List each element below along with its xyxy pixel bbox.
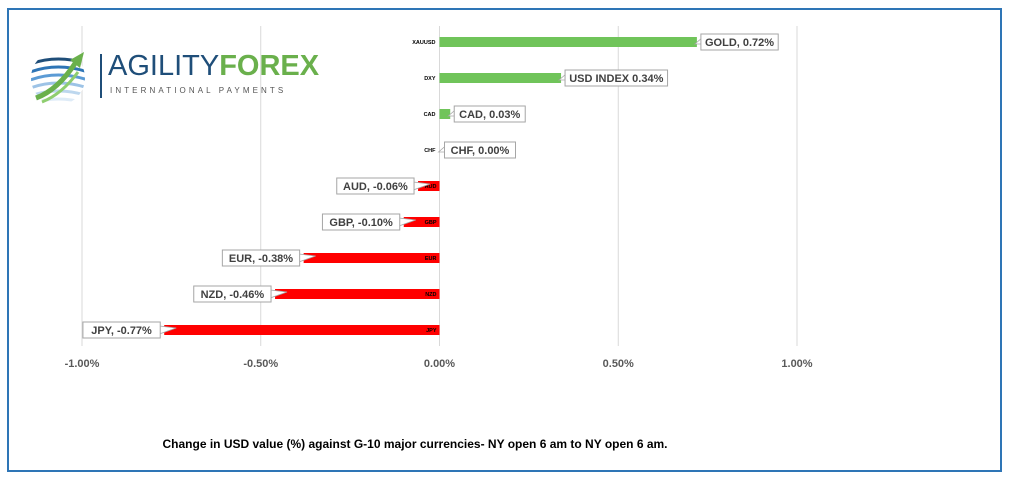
data-label-box bbox=[321, 213, 401, 231]
bar-gbp bbox=[403, 217, 440, 227]
data-label-dxy: USD INDEX 0.34% bbox=[557, 69, 669, 87]
data-label-text: EUR, -0.38% bbox=[229, 253, 293, 265]
bar-aud bbox=[418, 181, 440, 191]
x-tick-labels: -1.00% -0.50% 0.00% 0.50% 1.00% bbox=[65, 358, 813, 370]
data-label-xauusd: GOLD, 0.72% bbox=[693, 33, 779, 51]
bar-xauusd bbox=[439, 37, 697, 47]
category-label-xauusd: XAUUSD bbox=[412, 40, 435, 46]
data-label-text: JPY, -0.77% bbox=[91, 325, 152, 337]
x-tick-label-1: -0.50% bbox=[243, 358, 278, 370]
logo-forex: FOREX bbox=[219, 50, 320, 82]
bar-nzd bbox=[275, 289, 440, 299]
data-label-text: CHF, 0.00% bbox=[451, 145, 510, 157]
logo-tagline: INTERNATIONAL PAYMENTS bbox=[110, 86, 287, 95]
data-label-box bbox=[221, 249, 301, 267]
category-label-dxy: DXY bbox=[424, 76, 436, 82]
data-label-box bbox=[336, 177, 415, 195]
category-label-gbp: GBP bbox=[425, 220, 437, 226]
bar-cad bbox=[439, 109, 451, 119]
logo-agility: AGILITY bbox=[108, 50, 220, 82]
bar-dxy bbox=[439, 73, 562, 83]
data-label-box bbox=[700, 33, 779, 51]
data-label-aud: AUD, -0.06% bbox=[336, 177, 431, 195]
data-label-text: USD INDEX 0.34% bbox=[569, 73, 663, 85]
category-label-chf: CHF bbox=[424, 148, 436, 154]
data-label-text: AUD, -0.06% bbox=[343, 181, 408, 193]
category-label-cad: CAD bbox=[424, 112, 436, 118]
bar-jpy bbox=[164, 325, 440, 335]
category-label-jpy: JPY bbox=[426, 328, 437, 334]
agilityforex-logo: AGILITYFOREX INTERNATIONAL PAYMENTS bbox=[28, 40, 319, 110]
x-tick-label-0: -1.00% bbox=[65, 358, 100, 370]
category-label-aud: AUD bbox=[425, 184, 437, 190]
logo-divider bbox=[100, 54, 102, 98]
data-label-text: CAD, 0.03% bbox=[459, 109, 520, 121]
data-label-jpy: JPY, -0.77% bbox=[82, 321, 177, 339]
globe-swoosh-icon bbox=[31, 51, 85, 105]
data-label-text: GOLD, 0.72% bbox=[705, 37, 774, 49]
data-label-cad: CAD, 0.03% bbox=[447, 105, 526, 123]
bar-eur bbox=[303, 253, 440, 263]
data-label-box bbox=[193, 285, 272, 303]
data-label-eur: EUR, -0.38% bbox=[221, 249, 316, 267]
data-labels: GOLD, 0.72% USD INDEX 0.34% CAD, 0.03% CHF,… bbox=[82, 33, 779, 339]
x-tick-label-3: 0.50% bbox=[603, 358, 634, 370]
logo-wordmark: AGILITYFOREX bbox=[108, 50, 319, 82]
chart-caption: Change in USD value (%) against G-10 maj… bbox=[162, 437, 668, 451]
data-label-text: GBP, -0.10% bbox=[329, 217, 393, 229]
data-label-box bbox=[444, 141, 516, 159]
category-labels: XAUUSD DXY CAD CHF AUD GBP EUR NZD JPY bbox=[412, 40, 437, 334]
data-label-chf: CHF, 0.00% bbox=[437, 141, 516, 159]
data-label-nzd: NZD, -0.46% bbox=[193, 285, 288, 303]
data-label-box bbox=[82, 321, 161, 339]
data-label-box bbox=[564, 69, 669, 87]
x-tick-label-2: 0.00% bbox=[424, 358, 455, 370]
data-label-text: NZD, -0.46% bbox=[201, 289, 265, 301]
category-label-nzd: NZD bbox=[425, 292, 436, 298]
x-tick-label-4: 1.00% bbox=[781, 358, 812, 370]
bars bbox=[164, 37, 697, 335]
category-label-eur: EUR bbox=[425, 256, 437, 262]
data-label-gbp: GBP, -0.10% bbox=[321, 213, 416, 231]
chart-frame bbox=[7, 8, 1002, 472]
data-label-box bbox=[453, 105, 526, 123]
